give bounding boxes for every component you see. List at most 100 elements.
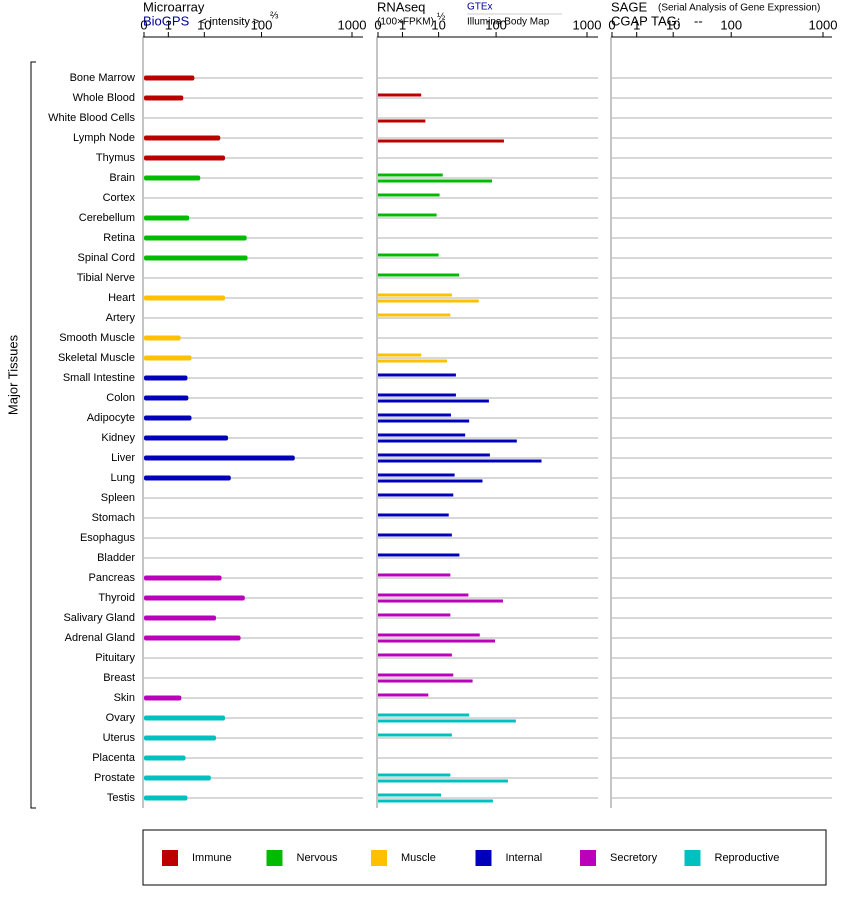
tissue-label: Cerebellum (79, 212, 135, 224)
tissue-label: Tibial Nerve (77, 272, 135, 284)
bar (378, 633, 480, 637)
tissue-label: Thymus (96, 152, 136, 164)
bar (144, 335, 181, 341)
tissue-label: Pituitary (95, 652, 135, 664)
bar (144, 595, 245, 601)
x-tick-label: 100 (485, 17, 507, 32)
tissue-label: Esophagus (80, 532, 136, 544)
bar (378, 413, 451, 417)
bar (378, 613, 451, 617)
tissue-label: Kidney (101, 432, 135, 444)
tissue-label: Bone Marrow (70, 72, 135, 84)
x-tick-label: 10 (197, 17, 211, 32)
tissue-label: Heart (108, 292, 135, 304)
bar (378, 93, 422, 97)
bar (378, 393, 456, 397)
bar (144, 175, 201, 181)
tissue-label: Placenta (92, 752, 136, 764)
bar (378, 193, 440, 197)
bar (378, 439, 517, 443)
bar (144, 355, 192, 361)
y-axis-label: Major Tissues (5, 334, 20, 415)
source-label: BioGPS (143, 13, 190, 28)
scale-power: ⅔ (270, 11, 279, 22)
tissue-label: Skin (114, 692, 135, 704)
tissue-label: Cortex (103, 192, 136, 204)
scale-label: (100×FPKM) (377, 17, 434, 28)
panel-title: SAGE (611, 0, 647, 14)
bar (378, 473, 455, 477)
bar (378, 119, 426, 123)
bar (378, 533, 452, 537)
tissue-label: Whole Blood (73, 92, 135, 104)
bar (378, 313, 451, 317)
panel-title: Microarray (143, 0, 205, 14)
x-tick-label: 0 (140, 17, 147, 32)
bar (144, 455, 295, 461)
x-tick-label: 1000 (573, 17, 602, 32)
bar (144, 435, 229, 441)
bar (144, 695, 182, 701)
tissue-label: Breast (103, 672, 135, 684)
tissue-label: Stomach (92, 512, 135, 524)
legend-swatch (371, 850, 387, 866)
tissue-label: Salivary Gland (63, 612, 135, 624)
bar (378, 359, 448, 363)
bar (378, 733, 452, 737)
tag-value: -- (694, 13, 703, 28)
x-tick-label: 1 (633, 17, 640, 32)
bar (144, 235, 247, 241)
bar (378, 213, 437, 217)
bar (378, 573, 451, 577)
legend-label: Nervous (297, 852, 338, 864)
legend-label: Reproductive (715, 852, 780, 864)
x-tick-label: 100 (251, 17, 273, 32)
x-tick-label: 10 (431, 17, 445, 32)
bar (144, 375, 188, 381)
bar (378, 639, 496, 643)
tissue-label: Bladder (97, 552, 135, 564)
tissue-label: Retina (103, 232, 136, 244)
tissue-label: Lymph Node (73, 132, 135, 144)
legend-label: Immune (192, 852, 232, 864)
bar (144, 155, 226, 161)
bar (378, 479, 483, 483)
bar (378, 673, 454, 677)
tissue-label: Testis (107, 792, 136, 804)
tissue-label: Artery (106, 312, 136, 324)
bar (378, 493, 454, 497)
bar (144, 475, 231, 481)
bar (378, 293, 452, 297)
x-tick-label: 0 (374, 17, 381, 32)
panel-title: RNAseq (377, 0, 425, 14)
tissue-label: Adipocyte (87, 412, 135, 424)
x-tick-label: 1000 (338, 17, 367, 32)
bar (144, 415, 192, 421)
bar (378, 773, 451, 777)
legend-swatch (162, 850, 178, 866)
tissue-label: Spleen (101, 492, 135, 504)
tissue-label: Prostate (94, 772, 135, 784)
bar (378, 253, 439, 257)
bar (378, 179, 493, 183)
source-label: GTEx (467, 2, 493, 13)
bar (378, 353, 422, 357)
tissue-label: Smooth Muscle (59, 332, 135, 344)
tissue-label: Liver (111, 452, 135, 464)
bar (378, 513, 449, 517)
bar (378, 399, 489, 403)
tag-label: CGAP TAG: (611, 13, 680, 28)
legend-swatch (580, 850, 596, 866)
x-tick-label: 1 (399, 17, 406, 32)
tissue-label: Ovary (106, 712, 136, 724)
bar (378, 139, 504, 143)
bar (378, 799, 493, 803)
bar (144, 615, 216, 621)
scale-label: < intensity > (200, 16, 259, 28)
bar (378, 599, 503, 603)
bar (144, 255, 248, 261)
tissue-label: Lung (111, 472, 135, 484)
bar (144, 295, 226, 301)
legend-box (142, 829, 827, 886)
